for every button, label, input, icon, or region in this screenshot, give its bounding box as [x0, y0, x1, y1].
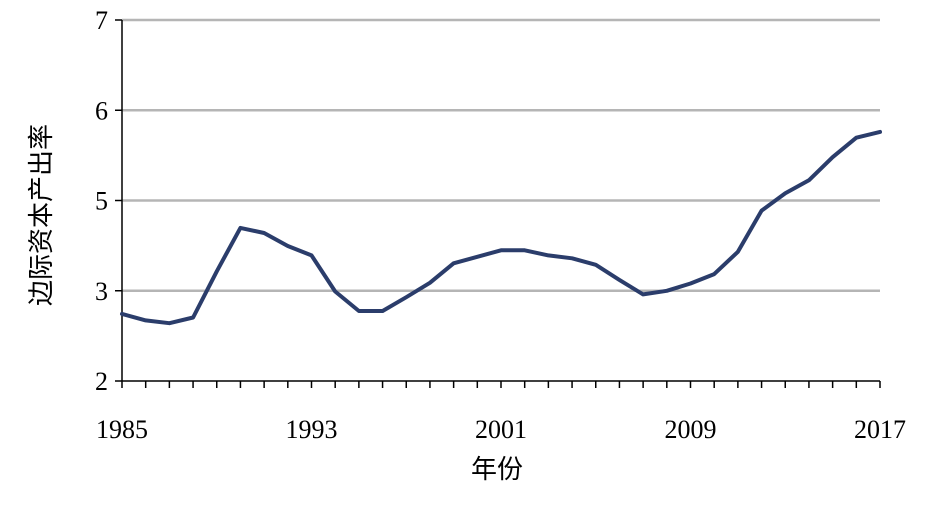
series-line-0	[120, 129, 882, 326]
x-tick-label: 1985	[96, 415, 148, 444]
gridlines	[122, 18, 880, 292]
y-tick-label: 6	[95, 96, 108, 125]
axes	[115, 19, 881, 388]
x-tick-label: 2009	[665, 415, 717, 444]
tick-labels: 2 3 5 6 7 1985 1993 2001 2009 2017	[95, 6, 906, 444]
y-axis-title: 边际资本产出率	[27, 124, 56, 306]
y-tick-label: 5	[95, 187, 108, 216]
x-tick-label: 2017	[854, 415, 906, 444]
x-tick-label: 2001	[475, 415, 527, 444]
y-tick-label: 2	[95, 367, 108, 396]
y-tick-label: 3	[95, 277, 108, 306]
series	[120, 129, 882, 326]
y-tick-label: 7	[95, 6, 108, 35]
x-axis-title: 年份	[471, 455, 523, 484]
x-tick-label: 1993	[286, 415, 338, 444]
